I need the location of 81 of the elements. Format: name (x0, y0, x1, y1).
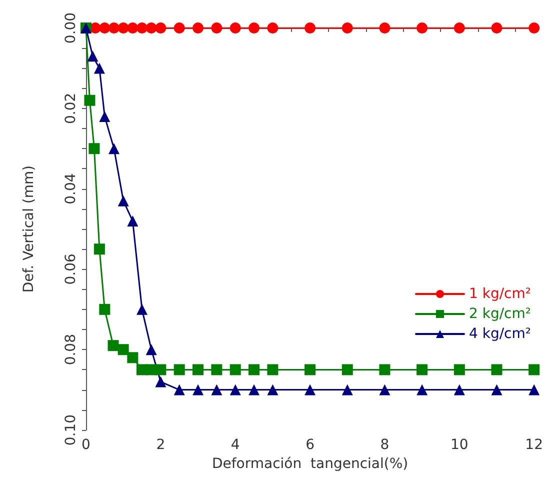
point (174, 22, 185, 34)
point (99, 304, 110, 315)
point (108, 143, 120, 154)
point (230, 364, 241, 376)
point (454, 364, 465, 376)
point (379, 22, 390, 34)
y-tick-label: 0.10 (63, 414, 79, 446)
point (118, 22, 129, 34)
point (108, 340, 119, 352)
point (342, 384, 353, 396)
legend-label: 4 kg/cm² (468, 326, 531, 342)
point (304, 22, 316, 34)
point (99, 22, 110, 34)
point (248, 22, 260, 34)
x-tick-label: 8 (380, 437, 390, 453)
point (211, 22, 222, 34)
point (118, 344, 129, 356)
point (342, 22, 353, 34)
point (84, 94, 96, 106)
point (416, 384, 428, 396)
x-tick-label: 2 (156, 437, 166, 453)
point (174, 384, 185, 396)
point (155, 364, 166, 376)
point (174, 364, 185, 376)
point (155, 376, 166, 388)
point (192, 364, 204, 376)
x-tick-label: 0 (82, 437, 90, 453)
y-axis-title: Def. Vertical (mm) (21, 165, 37, 293)
point (127, 352, 138, 364)
point (528, 384, 540, 396)
point (491, 364, 502, 376)
point (491, 22, 502, 34)
point (192, 22, 204, 34)
point (491, 384, 502, 396)
point (87, 50, 98, 62)
point (99, 110, 110, 122)
point (248, 364, 260, 376)
x-tick-label: 6 (306, 437, 315, 453)
y-tick-label: 0.02 (63, 92, 79, 124)
point (94, 62, 105, 74)
point (88, 143, 100, 154)
legend-label: 1 kg/cm² (468, 286, 531, 302)
x-axis-title: Deformación tangencial(%) (212, 456, 408, 472)
point (267, 364, 278, 376)
point (230, 22, 241, 34)
point (127, 215, 138, 226)
point (304, 364, 316, 376)
point (155, 22, 166, 34)
point (416, 364, 428, 376)
y-tick-label: 0.00 (63, 12, 79, 44)
legend-label: 2 kg/cm² (468, 306, 531, 322)
point (528, 364, 540, 376)
y-tick-label: 0.04 (63, 173, 79, 204)
point (528, 22, 540, 34)
y-tick-label: 0.06 (63, 254, 79, 285)
point (127, 22, 138, 34)
y-tick-label: 0.08 (63, 334, 79, 366)
point (248, 384, 260, 396)
point (379, 384, 390, 396)
point (416, 22, 428, 34)
point (118, 195, 129, 206)
point (267, 384, 278, 396)
point (108, 22, 120, 34)
point (136, 22, 148, 34)
x-tick-label: 10 (450, 437, 468, 453)
point (304, 384, 316, 396)
point (454, 22, 465, 34)
point (342, 364, 353, 376)
point (211, 364, 222, 376)
point (136, 304, 148, 315)
x-tick-label: 12 (525, 437, 544, 453)
point (454, 384, 465, 396)
x-tick-label: 4 (230, 437, 240, 453)
point (146, 22, 157, 34)
point (379, 364, 390, 376)
point (211, 384, 222, 396)
point (94, 244, 105, 255)
point (230, 384, 241, 396)
point (192, 384, 204, 396)
point (267, 22, 278, 34)
point (146, 344, 157, 356)
